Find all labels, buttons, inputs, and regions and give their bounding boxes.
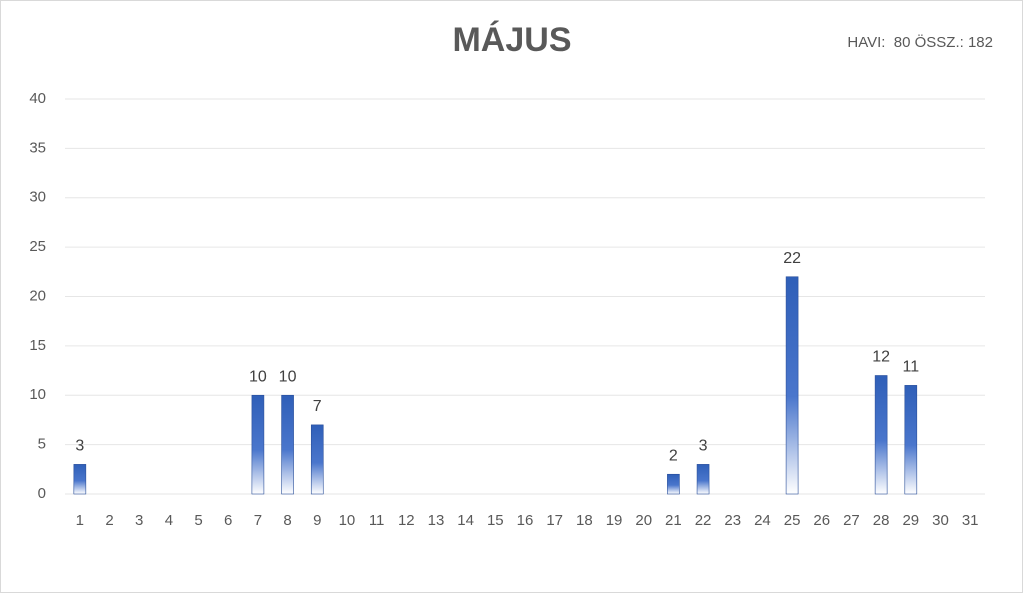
x-tick-label: 1: [76, 512, 84, 529]
bar: [73, 464, 87, 495]
y-tick-label: 0: [38, 485, 46, 502]
bar: [904, 385, 918, 495]
y-tick-label: 40: [29, 90, 46, 107]
bar: [874, 375, 888, 495]
x-tick-label: 23: [724, 512, 741, 529]
x-tick-label: 15: [487, 512, 504, 529]
bar: [310, 424, 324, 495]
y-tick-label: 30: [29, 189, 46, 206]
x-tick-label: 8: [283, 512, 291, 529]
x-tick-label: 17: [546, 512, 563, 529]
x-tick-label: 16: [517, 512, 534, 529]
bar: [281, 394, 294, 495]
data-label: 10: [279, 368, 297, 385]
x-tick-label: 11: [369, 512, 385, 529]
x-tick-label: 13: [428, 512, 445, 529]
x-tick-label: 6: [224, 512, 232, 529]
y-tick-label: 5: [38, 436, 46, 453]
x-tick-label: 22: [695, 512, 712, 529]
x-tick-label: 4: [165, 512, 173, 529]
bar: [667, 473, 680, 495]
x-tick-label: 29: [902, 512, 919, 529]
y-tick-label: 15: [29, 337, 46, 354]
y-tick-label: 35: [29, 139, 46, 156]
y-tick-label: 10: [29, 386, 46, 403]
y-tick-label: 20: [29, 287, 46, 304]
chart-title: MÁJUS: [452, 21, 571, 59]
x-tick-label: 14: [457, 512, 474, 529]
x-tick-label: 20: [635, 512, 652, 529]
x-tick-label: 24: [754, 512, 771, 529]
x-tick-label: 21: [665, 512, 682, 529]
bar: [785, 276, 799, 495]
x-tick-label: 27: [843, 512, 860, 529]
data-label: 10: [249, 368, 267, 385]
data-label: 3: [699, 438, 708, 455]
x-tick-label: 9: [313, 512, 321, 529]
x-tick-label: 10: [339, 512, 356, 529]
data-label: 22: [783, 250, 801, 267]
x-tick-label: 25: [784, 512, 801, 529]
y-tick-label: 25: [29, 238, 46, 255]
x-tick-label: 5: [194, 512, 202, 529]
data-label: 2: [669, 447, 678, 464]
bar: [251, 394, 265, 495]
data-label: 3: [75, 438, 84, 455]
x-tick-label: 18: [576, 512, 593, 529]
x-tick-label: 7: [254, 512, 262, 529]
data-label: 7: [313, 398, 322, 415]
x-tick-label: 19: [606, 512, 623, 529]
x-tick-label: 31: [962, 512, 979, 529]
x-tick-label: 12: [398, 512, 415, 529]
annotation: HAVI: 80 ÖSSZ.: 182: [847, 33, 993, 51]
data-label: 11: [903, 359, 920, 376]
x-tick-label: 30: [932, 512, 949, 529]
bar: [696, 464, 710, 495]
data-label: 12: [872, 349, 890, 366]
x-tick-label: 26: [813, 512, 830, 529]
x-tick-label: 28: [873, 512, 890, 529]
x-tick-label: 3: [135, 512, 143, 529]
x-tick-label: 2: [105, 512, 113, 529]
